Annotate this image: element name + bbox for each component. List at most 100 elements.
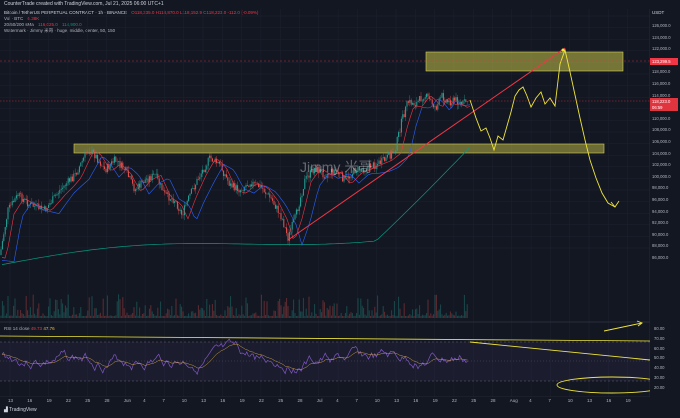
volume-bar	[78, 313, 80, 318]
volume-bar	[127, 315, 129, 318]
chart-canvas[interactable]	[0, 0, 650, 397]
price-tick: 116,000.0	[652, 81, 671, 86]
volume-bar	[417, 314, 419, 318]
candle-body	[195, 184, 197, 190]
candle-body	[368, 163, 370, 167]
candle-body	[214, 158, 216, 163]
volume-bar	[389, 315, 391, 318]
rsi-scale[interactable]: 80.00 70.00 60.00 50.00 40.00 30.00 20.00	[650, 322, 680, 397]
time-label: 25	[278, 398, 284, 403]
volume-bar	[35, 315, 37, 318]
candle-body	[27, 199, 29, 207]
candle-body	[417, 100, 419, 102]
candle-body	[41, 205, 43, 210]
candle-body	[120, 162, 122, 168]
volume-bar	[49, 298, 51, 318]
legend-watermark-row[interactable]: Watermark · Jimmy 米哥 · huge, middle, cen…	[4, 28, 258, 34]
volume-bar	[4, 315, 6, 318]
candle-body	[358, 166, 360, 171]
time-label: Jun	[123, 398, 132, 403]
volume-bar	[94, 308, 96, 318]
volume-bar	[290, 315, 292, 318]
volume-bar	[83, 315, 85, 318]
volume-bar	[13, 305, 15, 318]
resistance-zone-upper	[425, 51, 624, 72]
candle-body	[426, 93, 428, 98]
volume-bar	[354, 315, 356, 318]
volume-bar	[393, 301, 395, 318]
candle-body	[245, 185, 247, 188]
volume-bar	[119, 299, 121, 318]
volume-bar	[399, 308, 401, 318]
volume-bar	[249, 315, 251, 318]
candle-body	[332, 168, 334, 175]
candle-body	[55, 195, 57, 196]
candle-body	[315, 167, 317, 172]
volume-bar	[375, 312, 377, 318]
volume-bar	[300, 311, 302, 318]
volume-bar	[276, 315, 278, 318]
rsi-legend[interactable]: RSI 14 close 49.73 47.76	[4, 326, 55, 331]
candle-body	[1, 241, 3, 250]
volume-bar	[326, 308, 328, 318]
volume-bar	[305, 308, 307, 318]
volume-bar	[452, 314, 454, 318]
volume-bar	[302, 297, 304, 318]
time-axis[interactable]: 13 16 19 22 25 28 Jun 4 7 10 13 16 19 22 25 28 Jul 4 7 10 13…	[0, 397, 650, 406]
price-tick: 108,000.0	[652, 127, 671, 133]
time-label: 28	[490, 398, 496, 403]
legend-symbol: Bitcoin / TetherUS PERPETUAL CONTRACT · …	[4, 10, 127, 15]
price-scale[interactable]: USDT 126,000.0124,000.0122,000.0120,000.…	[650, 9, 680, 397]
candle-body	[130, 176, 132, 180]
candle-body	[59, 189, 61, 194]
volume-bar	[297, 315, 299, 318]
volume-bar	[294, 313, 296, 318]
volume-bar	[234, 315, 236, 318]
volume-bar	[283, 306, 285, 318]
candle-body	[309, 170, 311, 178]
legend-ema-row[interactable]: 20/50/200 sMa 116,025.0 114,900.0	[4, 22, 258, 28]
candle-body	[92, 149, 94, 153]
candle-body	[231, 183, 233, 188]
candle-body	[312, 169, 314, 174]
volume-bar	[363, 307, 365, 318]
candle-body	[297, 209, 299, 212]
candle-body	[305, 175, 307, 179]
candle-body	[204, 169, 206, 173]
candle-body	[171, 198, 173, 200]
volume-bar	[133, 307, 135, 318]
volume-bar	[353, 315, 355, 318]
price-tick: 104,000.0	[652, 150, 671, 156]
legend-symbol-row[interactable]: Bitcoin / TetherUS PERPETUAL CONTRACT · …	[4, 10, 258, 16]
volume-bar	[106, 295, 108, 318]
candle-body	[119, 160, 121, 168]
tradingview-brand[interactable]: ▟ TradingView	[4, 407, 37, 413]
candle-body	[175, 201, 177, 202]
volume-bar	[7, 295, 9, 318]
candle-body	[300, 197, 302, 207]
rsi-tick: 50.00	[654, 355, 665, 361]
volume-bar	[28, 314, 30, 318]
volume-bar	[99, 312, 101, 318]
legend-vol-row[interactable]: Vol · BTC 6.38K	[4, 16, 258, 22]
volume-bar	[463, 294, 465, 318]
volume-bar	[252, 313, 254, 318]
volume-bar	[52, 315, 54, 318]
price-tick: 122,000.0	[652, 46, 671, 52]
volume-bar	[440, 304, 442, 318]
legend-ema-value-2: 114,900.0	[62, 22, 82, 27]
candle-body	[410, 99, 412, 105]
volume-bar	[178, 315, 180, 318]
rsi-band	[0, 342, 650, 381]
candle-body	[64, 185, 66, 187]
candle-body	[168, 192, 170, 201]
candle-body	[199, 177, 201, 180]
volume-bar	[274, 311, 276, 318]
candle-body	[440, 97, 442, 99]
candle-body	[164, 190, 166, 193]
volume-bar	[269, 316, 271, 318]
volume-bar	[421, 314, 423, 318]
time-label: 13	[201, 398, 207, 403]
volume-bar	[379, 315, 381, 318]
time-label: 7	[355, 398, 358, 403]
